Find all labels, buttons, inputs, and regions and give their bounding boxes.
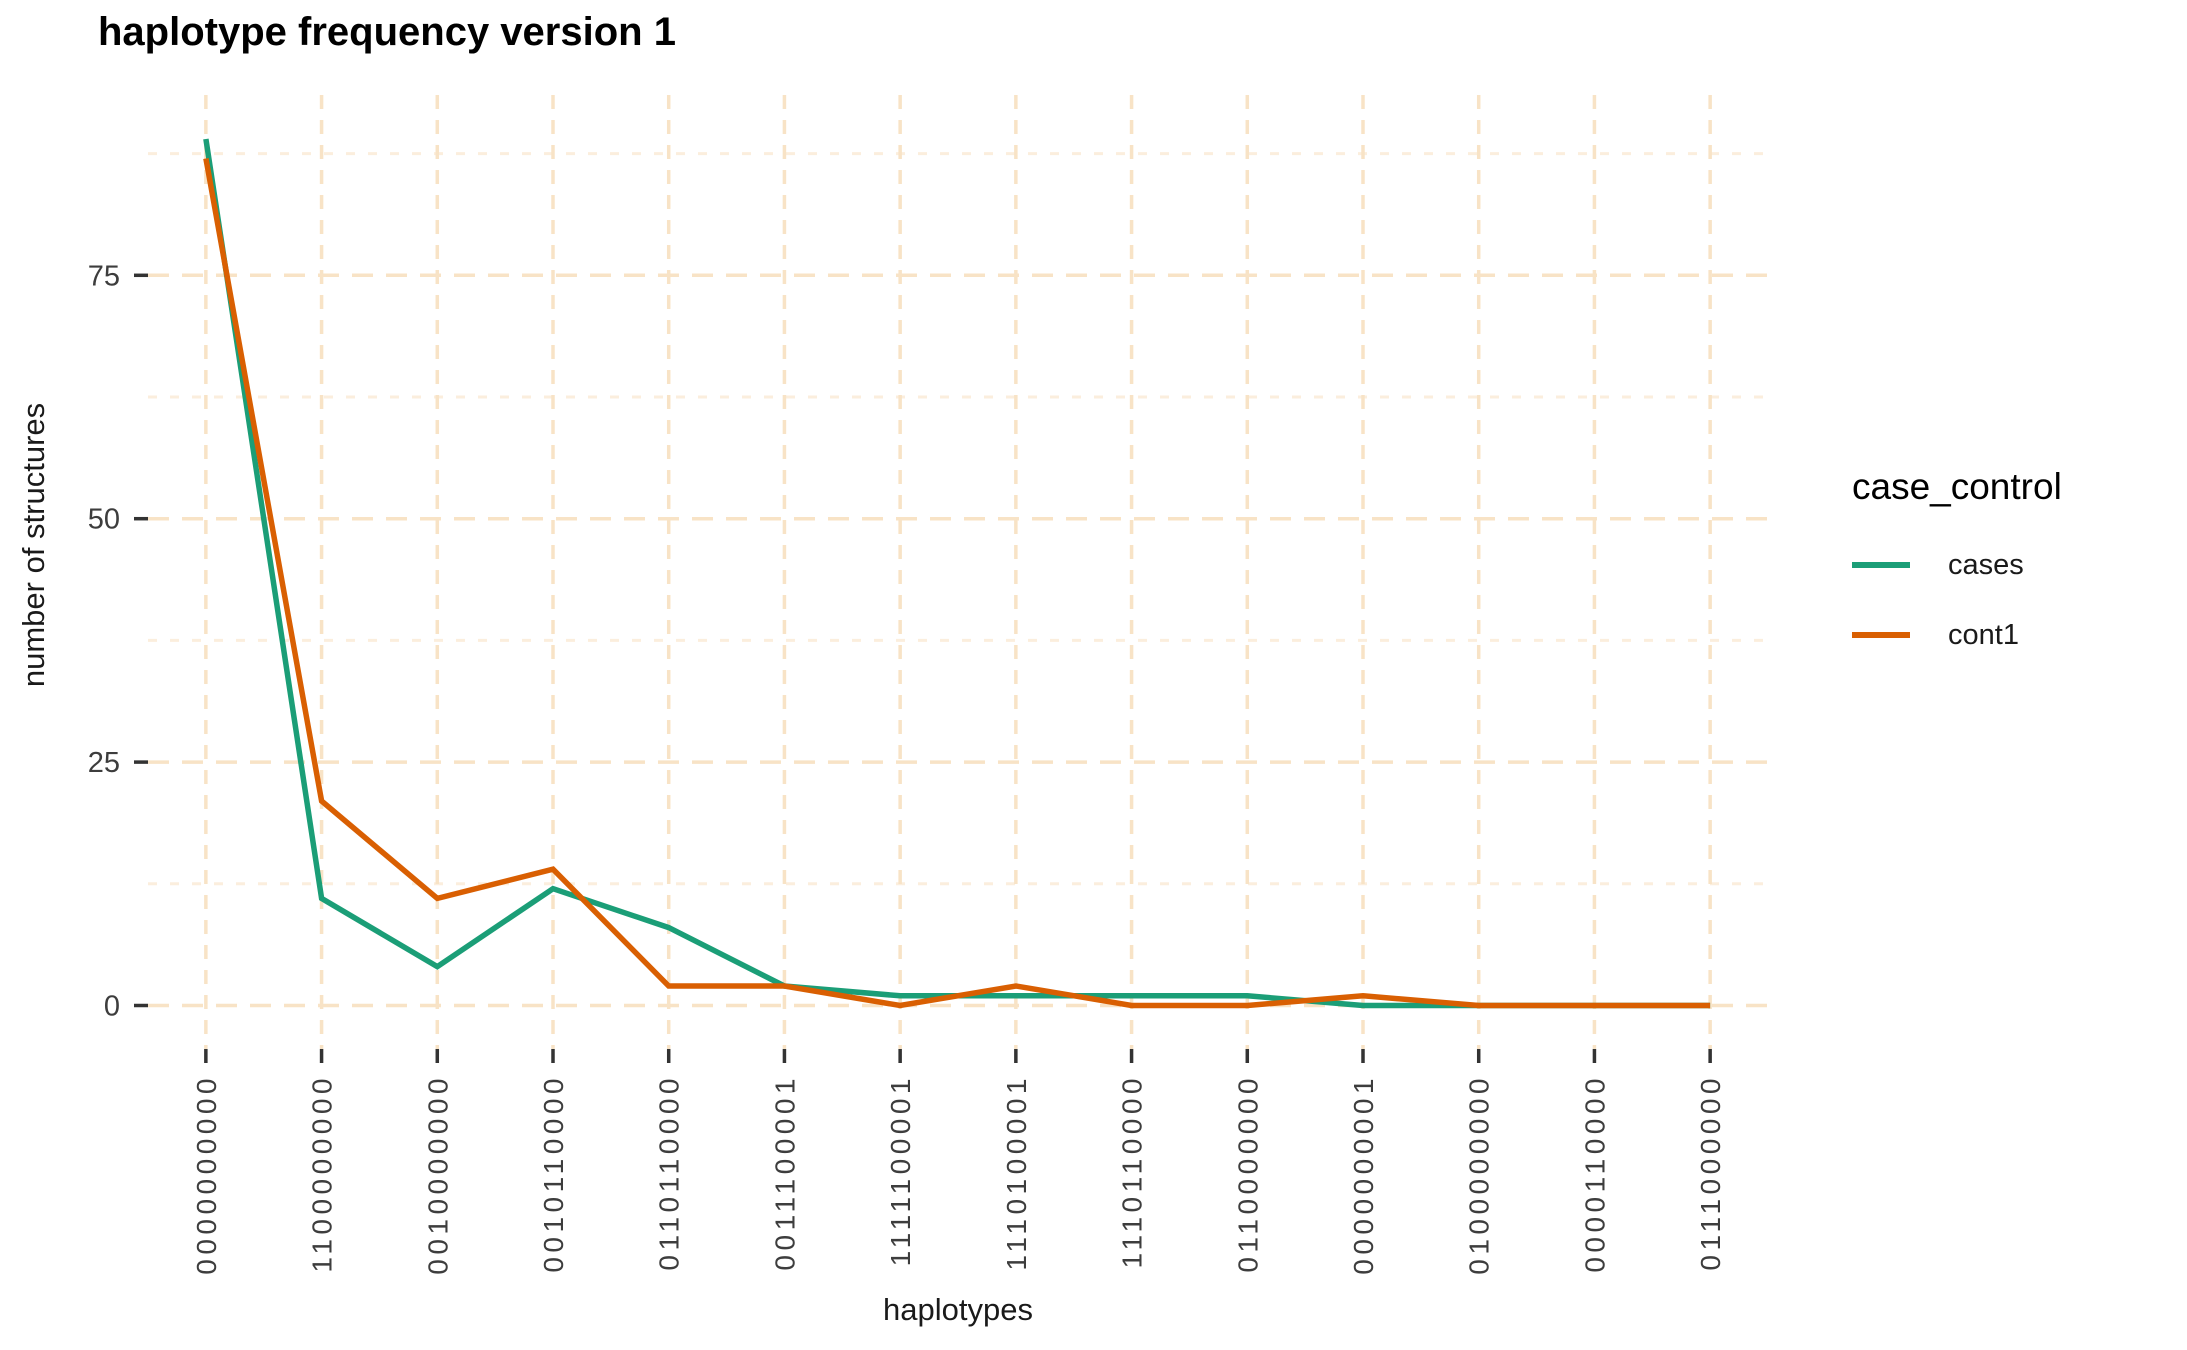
x-tick-label: 1100000000	[307, 1074, 338, 1273]
x-tick-label: 0000000001	[1348, 1074, 1379, 1275]
legend: case_control cases cont1	[1852, 466, 2062, 670]
x-axis-title: haplotypes	[883, 1292, 1033, 1327]
x-tick-label: 0110000000	[1232, 1074, 1263, 1273]
legend-item-cases: cases	[1852, 530, 2062, 600]
y-tick-label: 75	[88, 260, 120, 292]
x-tick-label: 0000110000	[1579, 1074, 1610, 1273]
x-tick-label: 0010110000	[538, 1074, 569, 1273]
legend-items: cases cont1	[1852, 530, 2062, 670]
y-tick-label: 50	[88, 504, 120, 536]
x-tick-label: 0111000000	[1695, 1074, 1726, 1271]
x-tick-label: 0110110000	[654, 1074, 685, 1271]
chart-title: haplotype frequency version 1	[98, 10, 676, 54]
legend-line-swatch	[1852, 632, 1910, 638]
y-tick-label: 0	[104, 991, 120, 1023]
legend-item-cont1: cont1	[1852, 600, 2062, 670]
y-tick-label: 25	[88, 747, 120, 779]
x-tick-label: 0010000000	[422, 1074, 453, 1275]
x-tick-label: 0100000000	[1464, 1074, 1495, 1275]
x-tick-label: 0000000000	[191, 1074, 222, 1275]
legend-line-swatch	[1852, 562, 1910, 568]
series-line-cont1	[203, 158, 1711, 1009]
x-tick-label: 1110110000	[1117, 1074, 1148, 1269]
x-tick-label: 1111100001	[885, 1074, 916, 1266]
legend-item-label: cases	[1948, 548, 2024, 581]
x-tick-label: 0011100001	[769, 1074, 800, 1271]
legend-item-label: cont1	[1948, 618, 2019, 651]
x-tick-label: 1110100001	[1001, 1074, 1032, 1271]
y-axis-title: number of structures	[16, 402, 51, 688]
legend-title: case_control	[1852, 466, 2062, 507]
series-line-cases	[203, 138, 1711, 1009]
